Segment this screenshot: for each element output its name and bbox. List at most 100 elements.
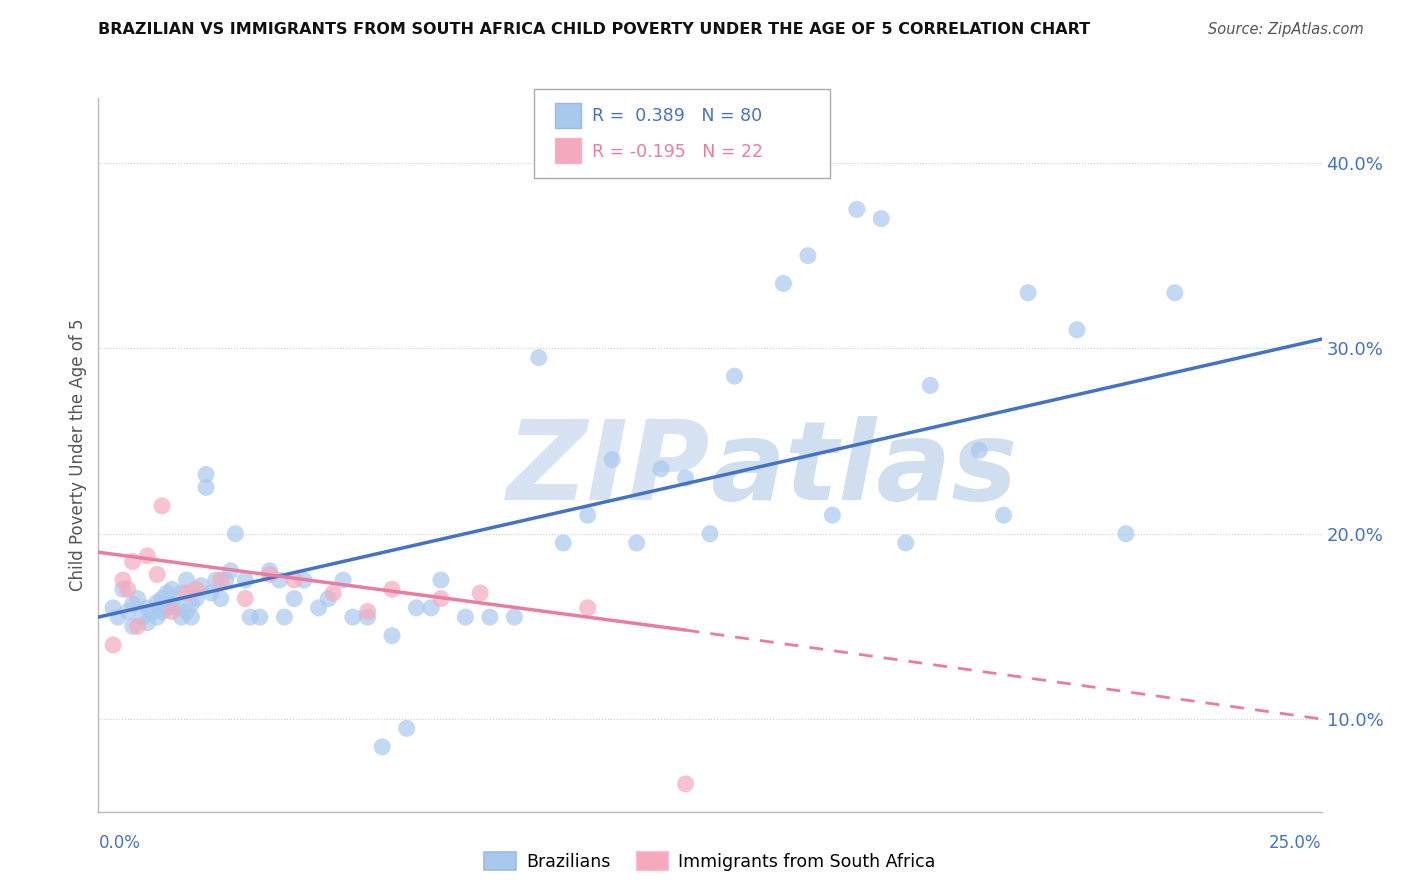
Point	[214, 573, 236, 587]
Point	[160, 597, 183, 611]
Text: 25.0%: 25.0%	[1270, 834, 1322, 852]
Point	[176, 586, 198, 600]
Point	[269, 573, 291, 587]
Text: R = -0.195   N = 22: R = -0.195 N = 22	[592, 143, 763, 161]
Point	[967, 443, 990, 458]
Point	[527, 351, 550, 365]
Point	[576, 508, 599, 523]
Point	[553, 536, 575, 550]
Point	[920, 378, 942, 392]
Point	[675, 471, 697, 485]
Point	[503, 610, 526, 624]
Point	[797, 249, 820, 263]
Point	[318, 591, 340, 606]
Point	[356, 605, 378, 619]
Point	[821, 508, 844, 523]
Point	[322, 586, 344, 600]
Point	[233, 591, 256, 606]
Point	[150, 591, 173, 606]
Point	[180, 610, 202, 624]
Point	[626, 536, 648, 550]
Point	[127, 591, 149, 606]
Point	[136, 600, 159, 615]
Point	[101, 600, 124, 615]
Point	[186, 582, 208, 597]
Point	[233, 573, 256, 587]
Point	[156, 600, 179, 615]
Point	[675, 777, 697, 791]
Point	[259, 567, 281, 582]
Point	[200, 586, 222, 600]
Point	[283, 591, 305, 606]
Point	[195, 467, 218, 482]
Point	[249, 610, 271, 624]
Point	[308, 600, 330, 615]
Point	[146, 567, 169, 582]
Point	[166, 600, 188, 615]
Point	[292, 573, 315, 587]
Point	[170, 610, 193, 624]
Point	[150, 605, 173, 619]
Point	[723, 369, 745, 384]
Point	[121, 619, 143, 633]
Point	[111, 582, 134, 597]
Point	[209, 573, 232, 587]
Point	[146, 610, 169, 624]
Point	[478, 610, 501, 624]
Point	[600, 452, 623, 467]
Point	[239, 610, 262, 624]
Point	[468, 586, 491, 600]
Point	[121, 597, 143, 611]
Point	[186, 591, 208, 606]
Point	[342, 610, 364, 624]
Point	[273, 610, 295, 624]
Point	[176, 605, 198, 619]
Point	[150, 499, 173, 513]
Point	[259, 564, 281, 578]
Point	[107, 610, 129, 624]
Point	[219, 564, 242, 578]
Point	[1115, 526, 1137, 541]
Point	[454, 610, 477, 624]
Point	[176, 573, 198, 587]
Point	[1164, 285, 1187, 300]
Point	[1017, 285, 1039, 300]
Point	[127, 619, 149, 633]
Point	[205, 573, 228, 587]
Point	[356, 610, 378, 624]
Point	[141, 605, 163, 619]
Point	[381, 629, 404, 643]
Point	[1066, 323, 1088, 337]
Point	[117, 605, 139, 619]
Point	[430, 573, 453, 587]
Text: BRAZILIAN VS IMMIGRANTS FROM SOUTH AFRICA CHILD POVERTY UNDER THE AGE OF 5 CORRE: BRAZILIAN VS IMMIGRANTS FROM SOUTH AFRIC…	[98, 22, 1091, 37]
Point	[160, 605, 183, 619]
Point	[117, 582, 139, 597]
Point	[121, 554, 143, 568]
Point	[170, 586, 193, 600]
Point	[131, 610, 153, 624]
Point	[993, 508, 1015, 523]
Point	[381, 582, 404, 597]
Point	[650, 462, 672, 476]
Point	[405, 600, 427, 615]
Point	[894, 536, 917, 550]
Point	[395, 721, 418, 735]
Text: R =  0.389   N = 80: R = 0.389 N = 80	[592, 107, 762, 125]
Legend: Brazilians, Immigrants from South Africa: Brazilians, Immigrants from South Africa	[478, 846, 942, 878]
Point	[332, 573, 354, 587]
Point	[845, 202, 868, 217]
Point	[576, 600, 599, 615]
Point	[111, 573, 134, 587]
Point	[101, 638, 124, 652]
Point	[190, 578, 212, 592]
Point	[136, 549, 159, 563]
Point	[224, 526, 246, 541]
Point	[699, 526, 721, 541]
Point	[371, 739, 394, 754]
Point	[870, 211, 893, 226]
Text: Source: ZipAtlas.com: Source: ZipAtlas.com	[1208, 22, 1364, 37]
Point	[136, 615, 159, 630]
Text: atlas: atlas	[710, 416, 1018, 523]
Point	[180, 597, 202, 611]
